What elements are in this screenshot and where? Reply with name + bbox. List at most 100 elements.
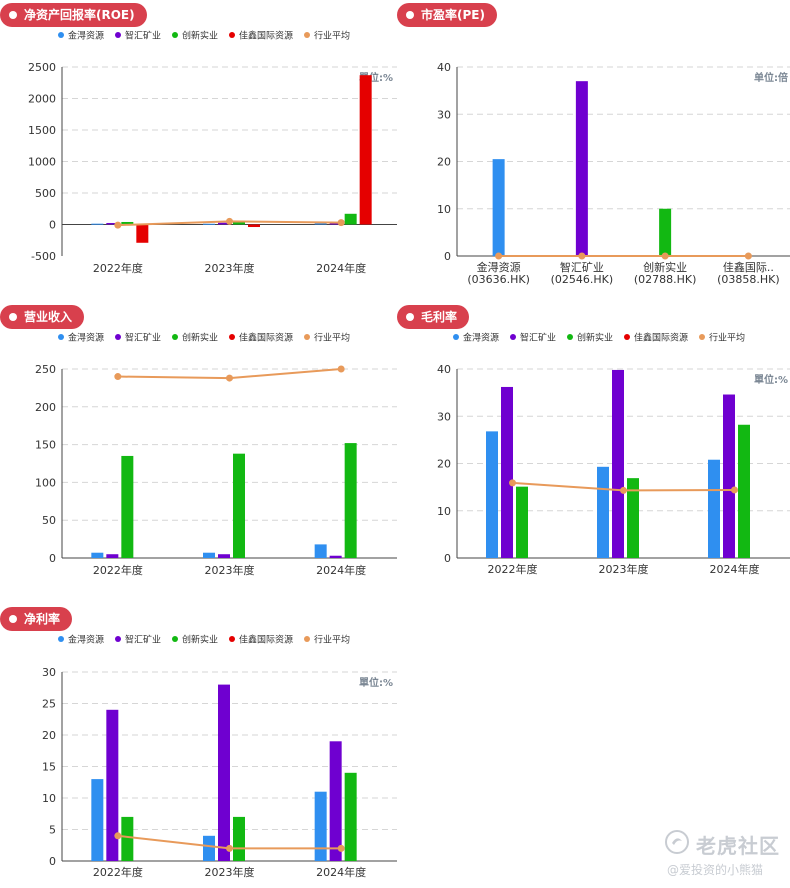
legend: 金淂资源 智汇矿业 创新实业 佳鑫国际资源 行业平均: [58, 30, 350, 42]
bar-chuangxin: [516, 486, 528, 558]
bullet-icon: [9, 313, 17, 321]
legend-zhihui-marker: [115, 334, 121, 340]
pe-title-badge: 市盈率(PE): [397, 3, 497, 27]
legend-jiaxin-label: 佳鑫国际资源: [239, 30, 293, 42]
net-margin-chart-panel: 净利率 金淂资源 智汇矿业 创新实业 佳鑫国际资源 行业平均 0 5 10 15 20 25 30 單位…: [0, 604, 397, 888]
bar-zhihui: [501, 386, 513, 558]
industry-avg-point: [337, 219, 345, 227]
legend-chuangxin-marker: [567, 334, 573, 340]
legend-industry-avg-label: 行业平均: [709, 332, 745, 344]
industry-avg-point: [731, 486, 738, 494]
legend-jinde-marker: [453, 334, 459, 340]
x-tick-label: 2024年度: [316, 865, 366, 879]
legend-jiaxin-label: 佳鑫国际资源: [239, 332, 293, 344]
legend-zhihui-label: 智汇矿业: [520, 332, 556, 344]
legend-zhihui-label: 智汇矿业: [125, 634, 161, 646]
bar-chuangxin: [233, 816, 245, 861]
y-tick-label: 30: [42, 666, 56, 679]
legend-jiaxin-marker: [229, 334, 235, 340]
industry-avg-point: [337, 844, 345, 852]
bar-zhihui: [218, 554, 230, 558]
legend-jiaxin-marker: [624, 334, 630, 340]
bar-jinde: [314, 791, 327, 861]
industry-avg-point: [226, 217, 233, 225]
bar-chuangxin: [233, 453, 245, 558]
y-tick-label: 20: [437, 156, 451, 169]
bars: [492, 81, 672, 256]
x-tick-label: 2022年度: [93, 261, 143, 275]
bars: [91, 443, 357, 558]
revenue-chart-panel: 营业收入 金淂资源 智汇矿业 创新实业 佳鑫国际资源 行业平均 0 50 100 150 200 2…: [0, 302, 397, 602]
y-tick-label: 20: [437, 458, 451, 471]
bar-jinde: [203, 223, 215, 225]
bars: [91, 75, 372, 243]
legend-jinde-marker: [58, 32, 64, 38]
y-tick-label: 0: [444, 250, 451, 263]
y-tick-label: 0: [49, 552, 56, 565]
y-tick-label: 2500: [28, 61, 56, 74]
y-tick-label: 0: [444, 552, 451, 565]
bullet-icon: [406, 11, 414, 19]
legend-industry-avg-label: 行业平均: [314, 332, 350, 344]
unit-label: 單位:%: [359, 676, 393, 689]
tiger-community-logo-icon: [665, 830, 689, 854]
legend-chuangxin-label: 创新实业: [182, 30, 218, 42]
bar-zhihui: [106, 222, 119, 225]
bar-chuangxin: [233, 222, 245, 225]
gross-margin-title-badge: 毛利率: [397, 305, 470, 329]
y-tick-label: 1500: [28, 124, 56, 137]
chart-canvas: 金淂资源 智汇矿业 创新实业 佳鑫国际资源 行业平均 0 50 100 150 200 250 202…: [35, 332, 397, 577]
legend-jiaxin-label: 佳鑫国际资源: [634, 332, 688, 344]
legend-zhihui-label: 智汇矿业: [125, 30, 161, 42]
y-tick-label: 0: [49, 219, 56, 232]
legend-jinde-marker: [58, 334, 64, 340]
y-tick-label: 2000: [28, 93, 56, 106]
legend-chuangxin-marker: [172, 334, 178, 340]
gross-margin-title: 毛利率: [421, 310, 458, 324]
bullet-icon: [9, 615, 17, 623]
y-tick-label: 250: [35, 363, 56, 376]
industry-avg-point: [620, 486, 627, 494]
industry-avg-point: [114, 832, 122, 840]
roe-title-badge: 净资产回报率(ROE): [0, 3, 147, 27]
revenue-title: 营业收入: [24, 310, 73, 324]
legend-chuangxin-label: 创新实业: [182, 332, 218, 344]
legend: 金淂资源 智汇矿业 创新实业 佳鑫国际资源 行业平均: [58, 634, 350, 646]
bar-zhihui: [329, 555, 342, 558]
grid: [457, 66, 790, 210]
bar-jiaxin: [136, 224, 149, 243]
roe-title: 净资产回报率(ROE): [24, 8, 135, 22]
bar-chuangxin: [344, 213, 357, 225]
legend-chuangxin-marker: [172, 636, 178, 642]
x-tick-label: 2024年度: [316, 261, 366, 275]
bar-chuangxin: [121, 221, 134, 225]
legend-jinde-marker: [58, 636, 64, 642]
legend-chuangxin-label: 创新实业: [182, 634, 218, 646]
legend-zhihui-label: 智汇矿业: [125, 332, 161, 344]
legend-jiaxin-marker: [229, 32, 235, 38]
bar-jinde: [203, 552, 215, 558]
y-tick-label: 50: [42, 514, 56, 527]
bar-jinde: [91, 779, 104, 861]
legend-industry-avg-marker: [304, 32, 310, 38]
x-tick-label: 2023年度: [205, 865, 255, 879]
y-tick-label: 100: [35, 476, 56, 489]
y-tick-label: 30: [437, 108, 451, 121]
bar-jinde: [91, 223, 104, 225]
legend-jinde-label: 金淂资源: [68, 634, 104, 646]
bar-zhihui: [575, 81, 588, 256]
y-tick-label: 150: [35, 439, 56, 452]
legend-chuangxin-marker: [172, 32, 178, 38]
revenue-title-badge: 营业收入: [0, 305, 85, 329]
pe-chart-panel: 市盈率(PE) 0 10 20 30 40 单位:倍 金淂资源(03636.HK) 智汇矿业(…: [397, 0, 790, 300]
bar-jinde: [314, 544, 327, 558]
legend-jiaxin-marker: [229, 636, 235, 642]
bar-chuangxin: [344, 443, 357, 558]
legend-zhihui-marker: [510, 334, 516, 340]
legend-jinde-label: 金淂资源: [68, 332, 104, 344]
bar-zhihui: [329, 741, 342, 861]
x-tick-label: 智汇矿业(02546.HK): [551, 260, 614, 286]
grid: [62, 66, 397, 225]
x-tick-label: 2022年度: [488, 562, 538, 576]
